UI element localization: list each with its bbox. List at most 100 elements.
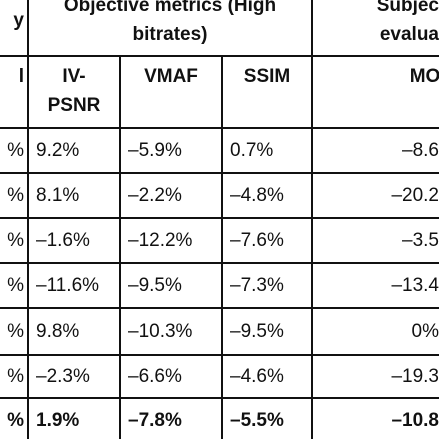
- cell-text: 9.2%: [36, 140, 80, 161]
- table-cell: –2.3%: [28, 355, 120, 398]
- cell-text: –4.8%: [230, 185, 284, 206]
- table-cell: –7.8%: [120, 398, 222, 439]
- cell-text: 0%: [411, 321, 439, 342]
- row-line: [0, 55, 439, 57]
- cell-text: %: [7, 185, 24, 206]
- cell-text: %: [7, 275, 24, 296]
- table-cell: –2.2%: [120, 173, 222, 218]
- cell-text: –7.3%: [230, 275, 284, 296]
- table-cell: –5.5%: [222, 398, 312, 439]
- cell-text: –19.3: [391, 366, 439, 387]
- cell-text: –4.6%: [230, 366, 284, 387]
- table-cell: 0.7%: [222, 128, 312, 173]
- table-cell: –19.3: [312, 355, 439, 398]
- table-cell: –13.4: [312, 263, 439, 308]
- table-cell: 1.9%: [28, 398, 120, 439]
- table-cell: –9.5%: [120, 263, 222, 308]
- cell-text: –11.6%: [36, 275, 100, 296]
- table-cell: %: [0, 263, 28, 308]
- table-cell: –1.6%: [28, 218, 120, 263]
- cell-text: –5.5%: [230, 409, 284, 431]
- table-cell: –7.3%: [222, 263, 312, 308]
- table-cell: –6.6%: [120, 355, 222, 398]
- cell-text: –7.8%: [128, 409, 182, 431]
- row-line: [0, 397, 439, 399]
- cell-text: l: [18, 66, 24, 87]
- cell-text: %: [7, 230, 24, 251]
- cell-text: 0.7%: [230, 140, 274, 161]
- column-line: [311, 0, 313, 439]
- column-line: [27, 0, 29, 439]
- group-header: Subjec evalua: [312, 0, 439, 56]
- table-cell: %: [0, 308, 28, 355]
- table-cell: –8.6: [312, 128, 439, 173]
- table-cell: –10.8: [312, 398, 439, 439]
- table-cell: 8.1%: [28, 173, 120, 218]
- table-cell: –11.6%: [28, 263, 120, 308]
- cell-text: –2.2%: [128, 185, 182, 206]
- cell-text: %: [7, 321, 24, 342]
- cell-text: VMAF: [144, 66, 198, 87]
- table-cell: –9.5%: [222, 308, 312, 355]
- cell-text: bitrates): [132, 24, 208, 45]
- table-cell: –20.2: [312, 173, 439, 218]
- row-line: [0, 127, 439, 129]
- cell-text: –3.5: [402, 230, 439, 251]
- column-header: SSIM: [222, 56, 312, 128]
- row-line: [0, 172, 439, 174]
- column-line: [221, 56, 223, 439]
- cell-text: %: [7, 366, 24, 387]
- row-line: [0, 217, 439, 219]
- cell-text: 9.8%: [36, 321, 80, 342]
- table-cell: –12.2%: [120, 218, 222, 263]
- table-cell: –7.6%: [222, 218, 312, 263]
- row-line: [0, 354, 439, 356]
- cell-text: –6.6%: [128, 366, 182, 387]
- cell-text: –10.8: [391, 409, 439, 431]
- cell-text: Objective metrics (High: [63, 0, 277, 16]
- cell-text: –5.9%: [128, 140, 182, 161]
- table-cell: –4.8%: [222, 173, 312, 218]
- row-line: [0, 307, 439, 309]
- cell-text: –9.5%: [128, 275, 182, 296]
- cell-text: MOS: [409, 66, 439, 87]
- table-cell: %: [0, 128, 28, 173]
- cell-text: PSNR: [47, 95, 101, 116]
- column-line: [119, 56, 121, 439]
- column-header: l: [0, 56, 28, 128]
- table-cell: %: [0, 398, 28, 439]
- cell-text: 8.1%: [36, 185, 80, 206]
- table-cell: 9.8%: [28, 308, 120, 355]
- cell-text: –7.6%: [230, 230, 284, 251]
- cell-text: –12.2%: [128, 230, 193, 251]
- table-cell: –5.9%: [120, 128, 222, 173]
- table-cell: %: [0, 218, 28, 263]
- cell-text: %: [7, 409, 24, 431]
- table-cell: 0%: [312, 308, 439, 355]
- cell-text: –10.3%: [128, 321, 193, 342]
- cell-text: –2.3%: [36, 366, 90, 387]
- cell-text: SSIM: [243, 66, 291, 87]
- cell-text: –13.4: [391, 275, 439, 296]
- table-cell: %: [0, 173, 28, 218]
- group-header: y: [0, 0, 28, 56]
- table-cell: %: [0, 355, 28, 398]
- cell-text: y: [13, 9, 24, 31]
- column-header: MOS: [312, 56, 439, 128]
- cell-text: 1.9%: [36, 409, 80, 431]
- column-header: VMAF: [120, 56, 222, 128]
- cell-text: –8.6: [402, 140, 439, 161]
- cell-text: %: [7, 140, 24, 161]
- table-cell: –10.3%: [120, 308, 222, 355]
- table-cell: 9.2%: [28, 128, 120, 173]
- cell-text: –1.6%: [36, 230, 90, 251]
- cell-text: –9.5%: [230, 321, 284, 342]
- table-cell: –4.6%: [222, 355, 312, 398]
- row-line: [0, 262, 439, 264]
- cell-text: IV-: [62, 66, 86, 87]
- cell-text: evalua: [379, 24, 439, 45]
- table-cell: –3.5: [312, 218, 439, 263]
- group-header: Objective metrics (High bitrates): [28, 0, 312, 56]
- cell-text: Subjec: [376, 0, 439, 16]
